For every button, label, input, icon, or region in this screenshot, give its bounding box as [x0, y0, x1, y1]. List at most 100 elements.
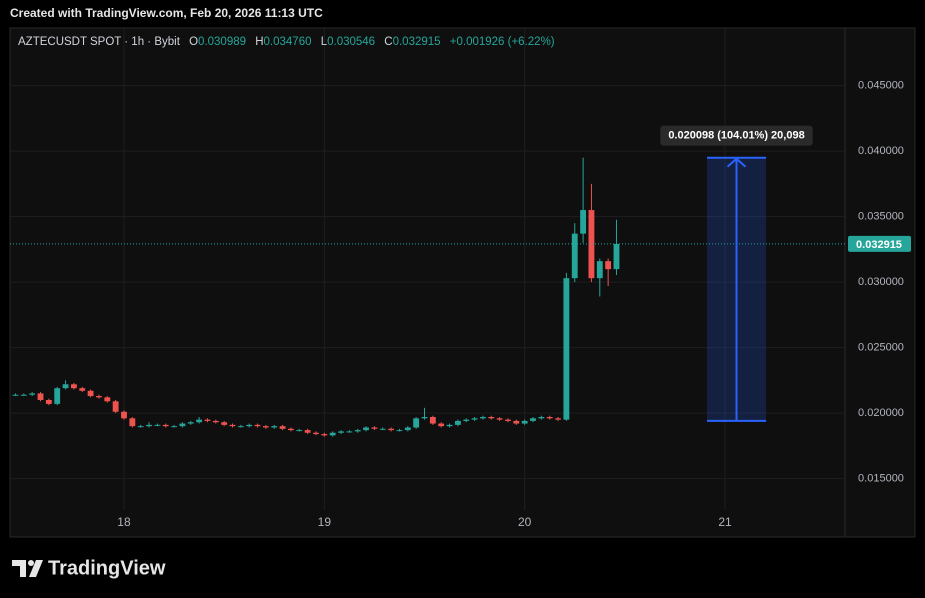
- candle-body: [463, 419, 470, 421]
- candle-body: [262, 426, 269, 428]
- candle-body: [413, 418, 420, 428]
- candle-body: [187, 422, 194, 424]
- candle-body: [396, 430, 403, 432]
- credit: Created with TradingView.com, Feb 20, 20…: [10, 6, 323, 20]
- o-key: O: [189, 36, 198, 48]
- logo-dot: [28, 560, 34, 566]
- candle-body: [137, 426, 144, 428]
- candle-body: [279, 426, 286, 429]
- candle-body: [563, 278, 570, 420]
- logo-slash: [29, 560, 43, 577]
- candle-body: [196, 419, 203, 423]
- candle-body: [254, 424, 261, 427]
- candle-body: [505, 419, 511, 421]
- c-key: C: [384, 36, 392, 48]
- candle-body: [580, 210, 587, 234]
- x-tick-label: 18: [117, 515, 131, 529]
- candle-body: [363, 427, 369, 431]
- l-val: 0.030546: [327, 36, 375, 48]
- candle-body: [104, 397, 111, 402]
- candle-body: [246, 424, 253, 427]
- y-tick-label: 0.020000: [858, 407, 904, 419]
- last-price-label: 0.032915: [856, 239, 902, 251]
- candle-body: [338, 431, 344, 433]
- candle-body: [538, 417, 545, 419]
- candle-body: [329, 432, 336, 436]
- candle-body: [379, 428, 386, 430]
- candle-body: [421, 417, 428, 419]
- logo: TradingView: [12, 557, 166, 579]
- brand: TradingView: [48, 557, 166, 579]
- legend-header: AZTECUSDT SPOT · 1h · Bybit O0.030989 H0…: [18, 36, 555, 48]
- candle-body: [488, 417, 495, 419]
- candle-body: [171, 426, 177, 428]
- symbol: AZTECUSDT SPOT · 1h · Bybit: [18, 36, 181, 48]
- candle-body: [471, 418, 478, 420]
- h-val: 0.034760: [264, 36, 312, 48]
- candle-body: [271, 426, 278, 428]
- candle-body: [204, 419, 211, 421]
- candle-body: [221, 422, 228, 425]
- candle-body: [54, 388, 61, 404]
- candle-body: [446, 424, 453, 427]
- x-tick-label: 19: [318, 515, 332, 529]
- candle-body: [179, 423, 186, 427]
- measure-arrowhead: [726, 157, 747, 168]
- candle-body: [79, 388, 86, 391]
- candle-body: [96, 396, 102, 398]
- candle-body: [388, 428, 395, 431]
- candle-body: [288, 428, 294, 431]
- candle-body: [121, 411, 127, 419]
- candle-body: [70, 384, 77, 389]
- candle-body: [530, 418, 536, 421]
- measure-label-bg: [660, 125, 813, 146]
- candle-body: [146, 424, 152, 427]
- measure-label: 0.020098 (104.01%) 20,098: [668, 130, 804, 142]
- candle-body: [296, 430, 303, 432]
- x-tick-label: 21: [718, 515, 732, 529]
- candle-body: [29, 393, 36, 395]
- h-key: H: [255, 36, 263, 48]
- candle-body: [546, 417, 553, 419]
- candle-body: [613, 243, 620, 270]
- candle-body: [404, 427, 411, 431]
- change: +0.001926 (+6.22%): [450, 36, 555, 48]
- candle-body: [438, 423, 445, 427]
- candle-body: [45, 399, 52, 404]
- candle-body: [112, 401, 119, 412]
- x-tick-label: 20: [518, 515, 532, 529]
- candle-body: [237, 426, 244, 428]
- candle-body: [62, 384, 69, 389]
- y-tick-label: 0.035000: [858, 211, 904, 223]
- candle-body: [212, 420, 219, 423]
- y-tick-label: 0.025000: [858, 341, 904, 353]
- last-price-tag: [848, 235, 911, 252]
- y-tick-label: 0.040000: [858, 145, 904, 157]
- candle-body: [555, 418, 561, 420]
- candle-body: [454, 420, 461, 425]
- c-val: 0.032915: [393, 36, 441, 48]
- o-val: 0.030989: [198, 36, 246, 48]
- candle-body: [20, 394, 27, 396]
- candle-body: [129, 418, 136, 427]
- candle-body: [37, 393, 44, 400]
- candle-body: [229, 424, 236, 427]
- l-key: L: [321, 36, 328, 48]
- candle-body: [304, 430, 311, 433]
- candle-body: [12, 394, 19, 396]
- candle-body: [480, 417, 486, 419]
- candle-body: [354, 430, 361, 432]
- logo-mark: [12, 560, 26, 577]
- candle-body: [154, 424, 161, 426]
- candle-body: [429, 417, 436, 424]
- plot: 0.015000 0.020000 0.025000 0.030000 0.035000…: [10, 28, 911, 529]
- candle-body: [605, 261, 612, 270]
- candle-body: [162, 424, 169, 427]
- candle-body: [588, 210, 595, 279]
- candle-body: [571, 233, 578, 279]
- candle-body: [521, 420, 528, 424]
- y-tick-label: 0.015000: [858, 472, 904, 484]
- candle-body: [513, 420, 520, 424]
- y-tick-label: 0.045000: [858, 80, 904, 92]
